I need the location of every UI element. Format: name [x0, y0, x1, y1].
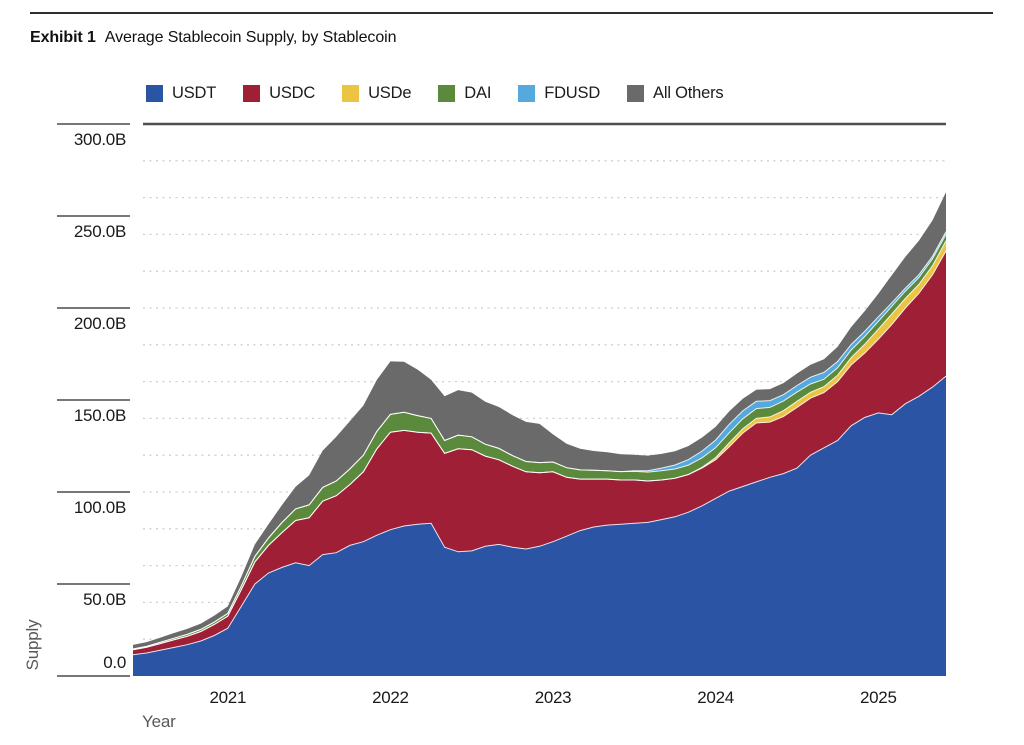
x-tick-label-2023: 2023: [535, 688, 572, 707]
x-tick-label-2021: 2021: [209, 688, 246, 707]
x-tick-label-2025: 2025: [860, 688, 897, 707]
legend-label: USDC: [269, 84, 316, 102]
exhibit-title: Exhibit 1 Average Stablecoin Supply, by S…: [30, 29, 396, 47]
x-tick-label-2024: 2024: [697, 688, 734, 707]
chart-legend: USDT USDC USDe DAI FDUSD All Others: [146, 84, 724, 103]
area-series-usdc: [133, 251, 946, 655]
legend-swatch-icon: [627, 85, 645, 102]
legend-item-usde: USDe: [342, 84, 411, 103]
series-boundary-2: [132, 240, 947, 651]
legend-label: All Others: [653, 84, 724, 102]
legend-item-dai: DAI: [438, 84, 491, 103]
y-tick-label-150: 150.0B: [74, 406, 126, 425]
y-tick-label-250: 250.0B: [74, 222, 126, 241]
y-axis-title: Supply: [23, 619, 42, 670]
area-series-usdt: [133, 376, 946, 676]
y-tick-label-0: 0.0: [103, 653, 126, 672]
chart-title: Average Stablecoin Supply, by Stablecoin: [104, 29, 397, 46]
legend-label: USDT: [172, 84, 217, 102]
y-tick-label-50: 50.0B: [83, 590, 126, 609]
exhibit-label: Exhibit 1: [30, 29, 96, 46]
page-top-rule: [30, 12, 993, 14]
area-series-layer: [132, 192, 947, 676]
legend-swatch-icon: [243, 85, 261, 102]
legend-label: FDUSD: [544, 84, 601, 102]
y-tick-label-100: 100.0B: [74, 498, 126, 517]
axis-layer: 0.0 50.0B 100.0B 150.0B 200.0B 250.0B 300.0B 20…: [57, 122, 946, 707]
series-boundary-4: [132, 231, 947, 650]
y-tick-label-200: 200.0B: [74, 314, 126, 333]
legend-item-usdt: USDT: [146, 84, 216, 103]
legend-swatch-icon: [342, 85, 360, 102]
legend-item-fdusd: FDUSD: [518, 84, 600, 103]
legend-label: USDe: [368, 84, 412, 102]
legend-swatch-icon: [438, 85, 456, 102]
legend-item-all-others: All Others: [627, 84, 724, 103]
legend-item-usdc: USDC: [243, 84, 315, 103]
y-tick-label-300: 300.0B: [74, 130, 126, 149]
x-tick-label-2022: 2022: [372, 688, 409, 707]
legend-swatch-icon: [518, 85, 536, 102]
series-boundary-0: [132, 375, 947, 656]
legend-label: DAI: [464, 84, 492, 102]
x-axis-title: Year: [142, 712, 176, 731]
legend-swatch-icon: [146, 85, 163, 102]
